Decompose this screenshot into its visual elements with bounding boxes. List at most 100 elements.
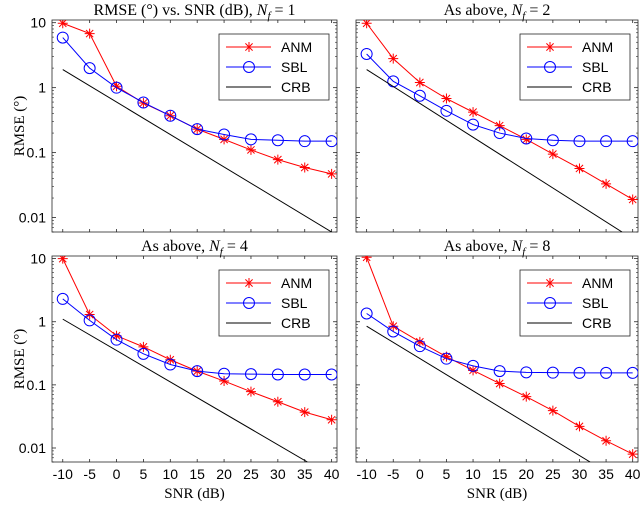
series-point-sbl <box>467 359 480 372</box>
y-axis-label: RMSE (°) <box>12 329 28 390</box>
series-point-anm <box>57 20 68 29</box>
x-tick-label: 10 <box>163 466 179 482</box>
legend: ANM SBL CRB <box>519 269 631 337</box>
series-point-sbl <box>110 81 123 94</box>
legend-label-anm: ANM <box>582 39 613 55</box>
series-point-anm <box>574 421 585 432</box>
chart-title: As above, Nf = 4 <box>141 238 248 258</box>
x-tick-label: -5 <box>387 466 400 482</box>
legend-label-crb: CRB <box>281 315 311 331</box>
title-subscript: f <box>522 246 527 258</box>
x-tick-label: 40 <box>625 466 641 482</box>
x-tick-label: 35 <box>297 466 313 482</box>
series-point-anm <box>441 93 452 104</box>
series-line-crb <box>62 69 332 232</box>
legend: ANM SBL CRB <box>519 33 631 101</box>
legend-label-anm: ANM <box>582 275 613 291</box>
chart-panel-4: -10 -5 0 5 10 15 20 25 30 35 40 As above, Nf = 8 SNR… <box>355 238 641 502</box>
series-point-anm <box>361 256 372 263</box>
series-point-sbl <box>83 62 96 75</box>
x-tick-label: 15 <box>492 466 508 482</box>
title-tail: = 2 <box>525 2 550 19</box>
x-axis-label: SNR (dB) <box>467 486 527 502</box>
series-line-sbl <box>62 298 332 375</box>
x-tick-label: 5 <box>443 466 451 482</box>
series-point-anm <box>601 435 612 446</box>
series-point-anm <box>494 120 505 131</box>
series-point-anm <box>245 144 256 155</box>
series-point-anm <box>111 81 122 92</box>
y-tick-label: 0.1 <box>27 377 47 393</box>
series-point-anm <box>361 20 372 29</box>
series-line-sbl <box>366 313 633 374</box>
legend-marker-anm <box>244 278 254 288</box>
title-text: As above, <box>444 238 512 255</box>
series-point-sbl <box>546 366 559 379</box>
x-tick-label: -10 <box>53 466 73 482</box>
title-math: N <box>511 2 524 19</box>
series-point-anm <box>521 134 532 145</box>
series-point-sbl <box>546 134 559 147</box>
series-point-anm <box>219 134 230 145</box>
series-point-sbl <box>413 340 426 353</box>
y-tick-label: 0.01 <box>19 210 46 226</box>
legend: ANM SBL CRB <box>218 33 330 101</box>
series-point-anm <box>245 386 256 397</box>
series-point-sbl <box>56 31 69 44</box>
chart-panel-3: -10 -5 0 5 10 15 20 25 30 35 40 10 1 0.1 0.01 As above,… <box>12 238 340 502</box>
series-point-anm <box>494 378 505 389</box>
series-point-anm <box>414 77 425 88</box>
title-tail: = 8 <box>525 238 550 255</box>
series-line-crb <box>62 318 308 462</box>
series-point-anm <box>111 330 122 341</box>
x-tick-label: 35 <box>598 466 614 482</box>
series-point-sbl <box>271 134 284 147</box>
series-point-sbl <box>83 314 96 327</box>
series-point-sbl <box>573 135 586 148</box>
series-point-anm <box>468 365 479 376</box>
title-tail: = 4 <box>223 238 248 255</box>
chart-title: RMSE (°) vs. SNR (dB), Nf = 1 <box>93 2 295 22</box>
legend-marker-sbl <box>544 297 556 309</box>
x-tick-label: 5 <box>140 466 148 482</box>
series-point-sbl <box>467 118 480 131</box>
legend-label-crb: CRB <box>582 315 612 331</box>
x-tick-label: 25 <box>545 466 561 482</box>
x-tick-label: -10 <box>357 466 377 482</box>
series-point-sbl <box>413 89 426 102</box>
title-tail: = 1 <box>271 2 296 19</box>
series-point-sbl <box>191 365 204 378</box>
series-point-sbl <box>520 366 533 379</box>
series-point-anm <box>299 407 310 418</box>
series-point-sbl <box>110 333 123 346</box>
series-line-sbl <box>366 53 633 142</box>
series-point-sbl <box>600 135 613 148</box>
chart-title: As above, Nf = 8 <box>444 238 551 258</box>
series-point-sbl <box>298 135 311 148</box>
series-point-anm <box>547 149 558 160</box>
series-point-sbl <box>360 307 373 320</box>
series-point-anm <box>57 256 68 264</box>
series-point-sbl <box>325 135 337 148</box>
series-point-sbl <box>164 358 177 371</box>
legend-label-sbl: SBL <box>281 295 308 311</box>
series-group <box>360 256 638 462</box>
title-math: N <box>511 238 524 255</box>
series-point-sbl <box>493 127 506 140</box>
series-point-sbl <box>520 132 533 145</box>
series-point-sbl <box>164 109 177 122</box>
legend: ANM SBL CRB <box>218 269 330 337</box>
series-point-anm <box>627 194 638 205</box>
chart-panel-2: As above, Nf = 2 ANM SBL CRB <box>355 2 639 233</box>
series-point-anm <box>165 354 176 365</box>
series-point-sbl <box>600 366 613 379</box>
legend-label-crb: CRB <box>582 79 612 95</box>
y-tick-label: 1 <box>38 80 46 96</box>
legend-marker-sbl <box>243 61 255 73</box>
series-point-anm <box>299 162 310 173</box>
title-text: As above, <box>141 238 209 255</box>
series-point-sbl <box>626 366 638 379</box>
y-tick-label: 10 <box>30 251 46 267</box>
series-line-sbl <box>62 37 332 142</box>
legend-marker-anm <box>244 42 254 52</box>
